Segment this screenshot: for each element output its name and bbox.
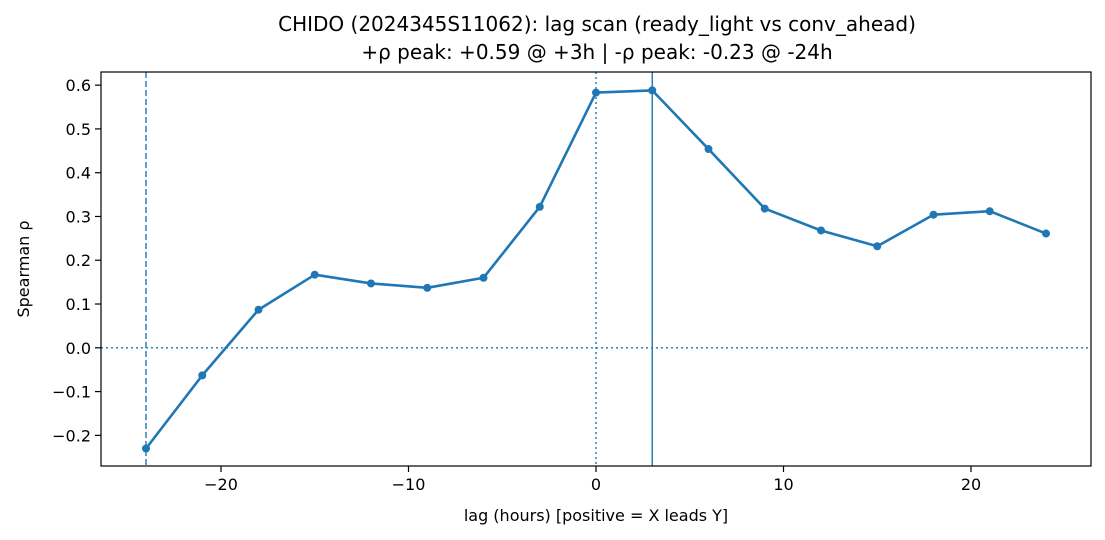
data-point <box>1042 229 1050 238</box>
data-series <box>142 86 1050 453</box>
y-tick-label: −0.2 <box>52 426 91 445</box>
x-axis-ticks: −20 −10 0 10 20 <box>204 466 981 494</box>
data-point <box>198 371 207 380</box>
y-tick-label: −0.1 <box>52 383 91 402</box>
y-tick-label: 0.5 <box>66 120 91 139</box>
data-point <box>142 444 150 453</box>
x-tick-label: −10 <box>392 475 426 494</box>
x-tick-label: −20 <box>204 475 238 494</box>
data-point <box>929 210 938 219</box>
data-point <box>254 305 263 314</box>
data-point <box>423 283 432 292</box>
data-point <box>310 270 319 279</box>
y-axis-label: Spearman ρ <box>14 220 33 317</box>
x-axis-label: lag (hours) [positive = X leads Y] <box>464 506 728 525</box>
data-point <box>760 204 769 213</box>
x-tick-label: 0 <box>591 475 601 494</box>
y-tick-label: 0.6 <box>66 76 91 95</box>
y-tick-label: 0.0 <box>66 339 91 358</box>
data-point <box>873 242 882 251</box>
data-point <box>817 226 825 235</box>
data-point <box>592 88 600 97</box>
x-tick-label: 20 <box>961 475 981 494</box>
data-point <box>704 145 713 154</box>
data-point <box>479 273 488 282</box>
data-point <box>367 279 375 288</box>
data-point <box>985 207 994 216</box>
y-axis-ticks: −0.2 −0.1 0.0 0.1 0.2 0.3 0.4 0.5 0.6 <box>52 76 101 445</box>
data-point <box>648 86 657 95</box>
y-tick-label: 0.3 <box>66 207 91 226</box>
x-tick-label: 10 <box>773 475 793 494</box>
data-point <box>535 202 544 211</box>
y-tick-label: 0.1 <box>66 295 91 314</box>
chart-title: CHIDO (2024345S11062): lag scan (ready_l… <box>278 12 916 36</box>
reference-lines <box>101 72 1091 466</box>
series-line-0 <box>144 89 1047 450</box>
y-tick-label: 0.4 <box>66 164 91 183</box>
y-tick-label: 0.2 <box>66 251 91 270</box>
chart-subtitle: +ρ peak: +0.59 @ +3h | -ρ peak: -0.23 @ … <box>361 40 832 64</box>
